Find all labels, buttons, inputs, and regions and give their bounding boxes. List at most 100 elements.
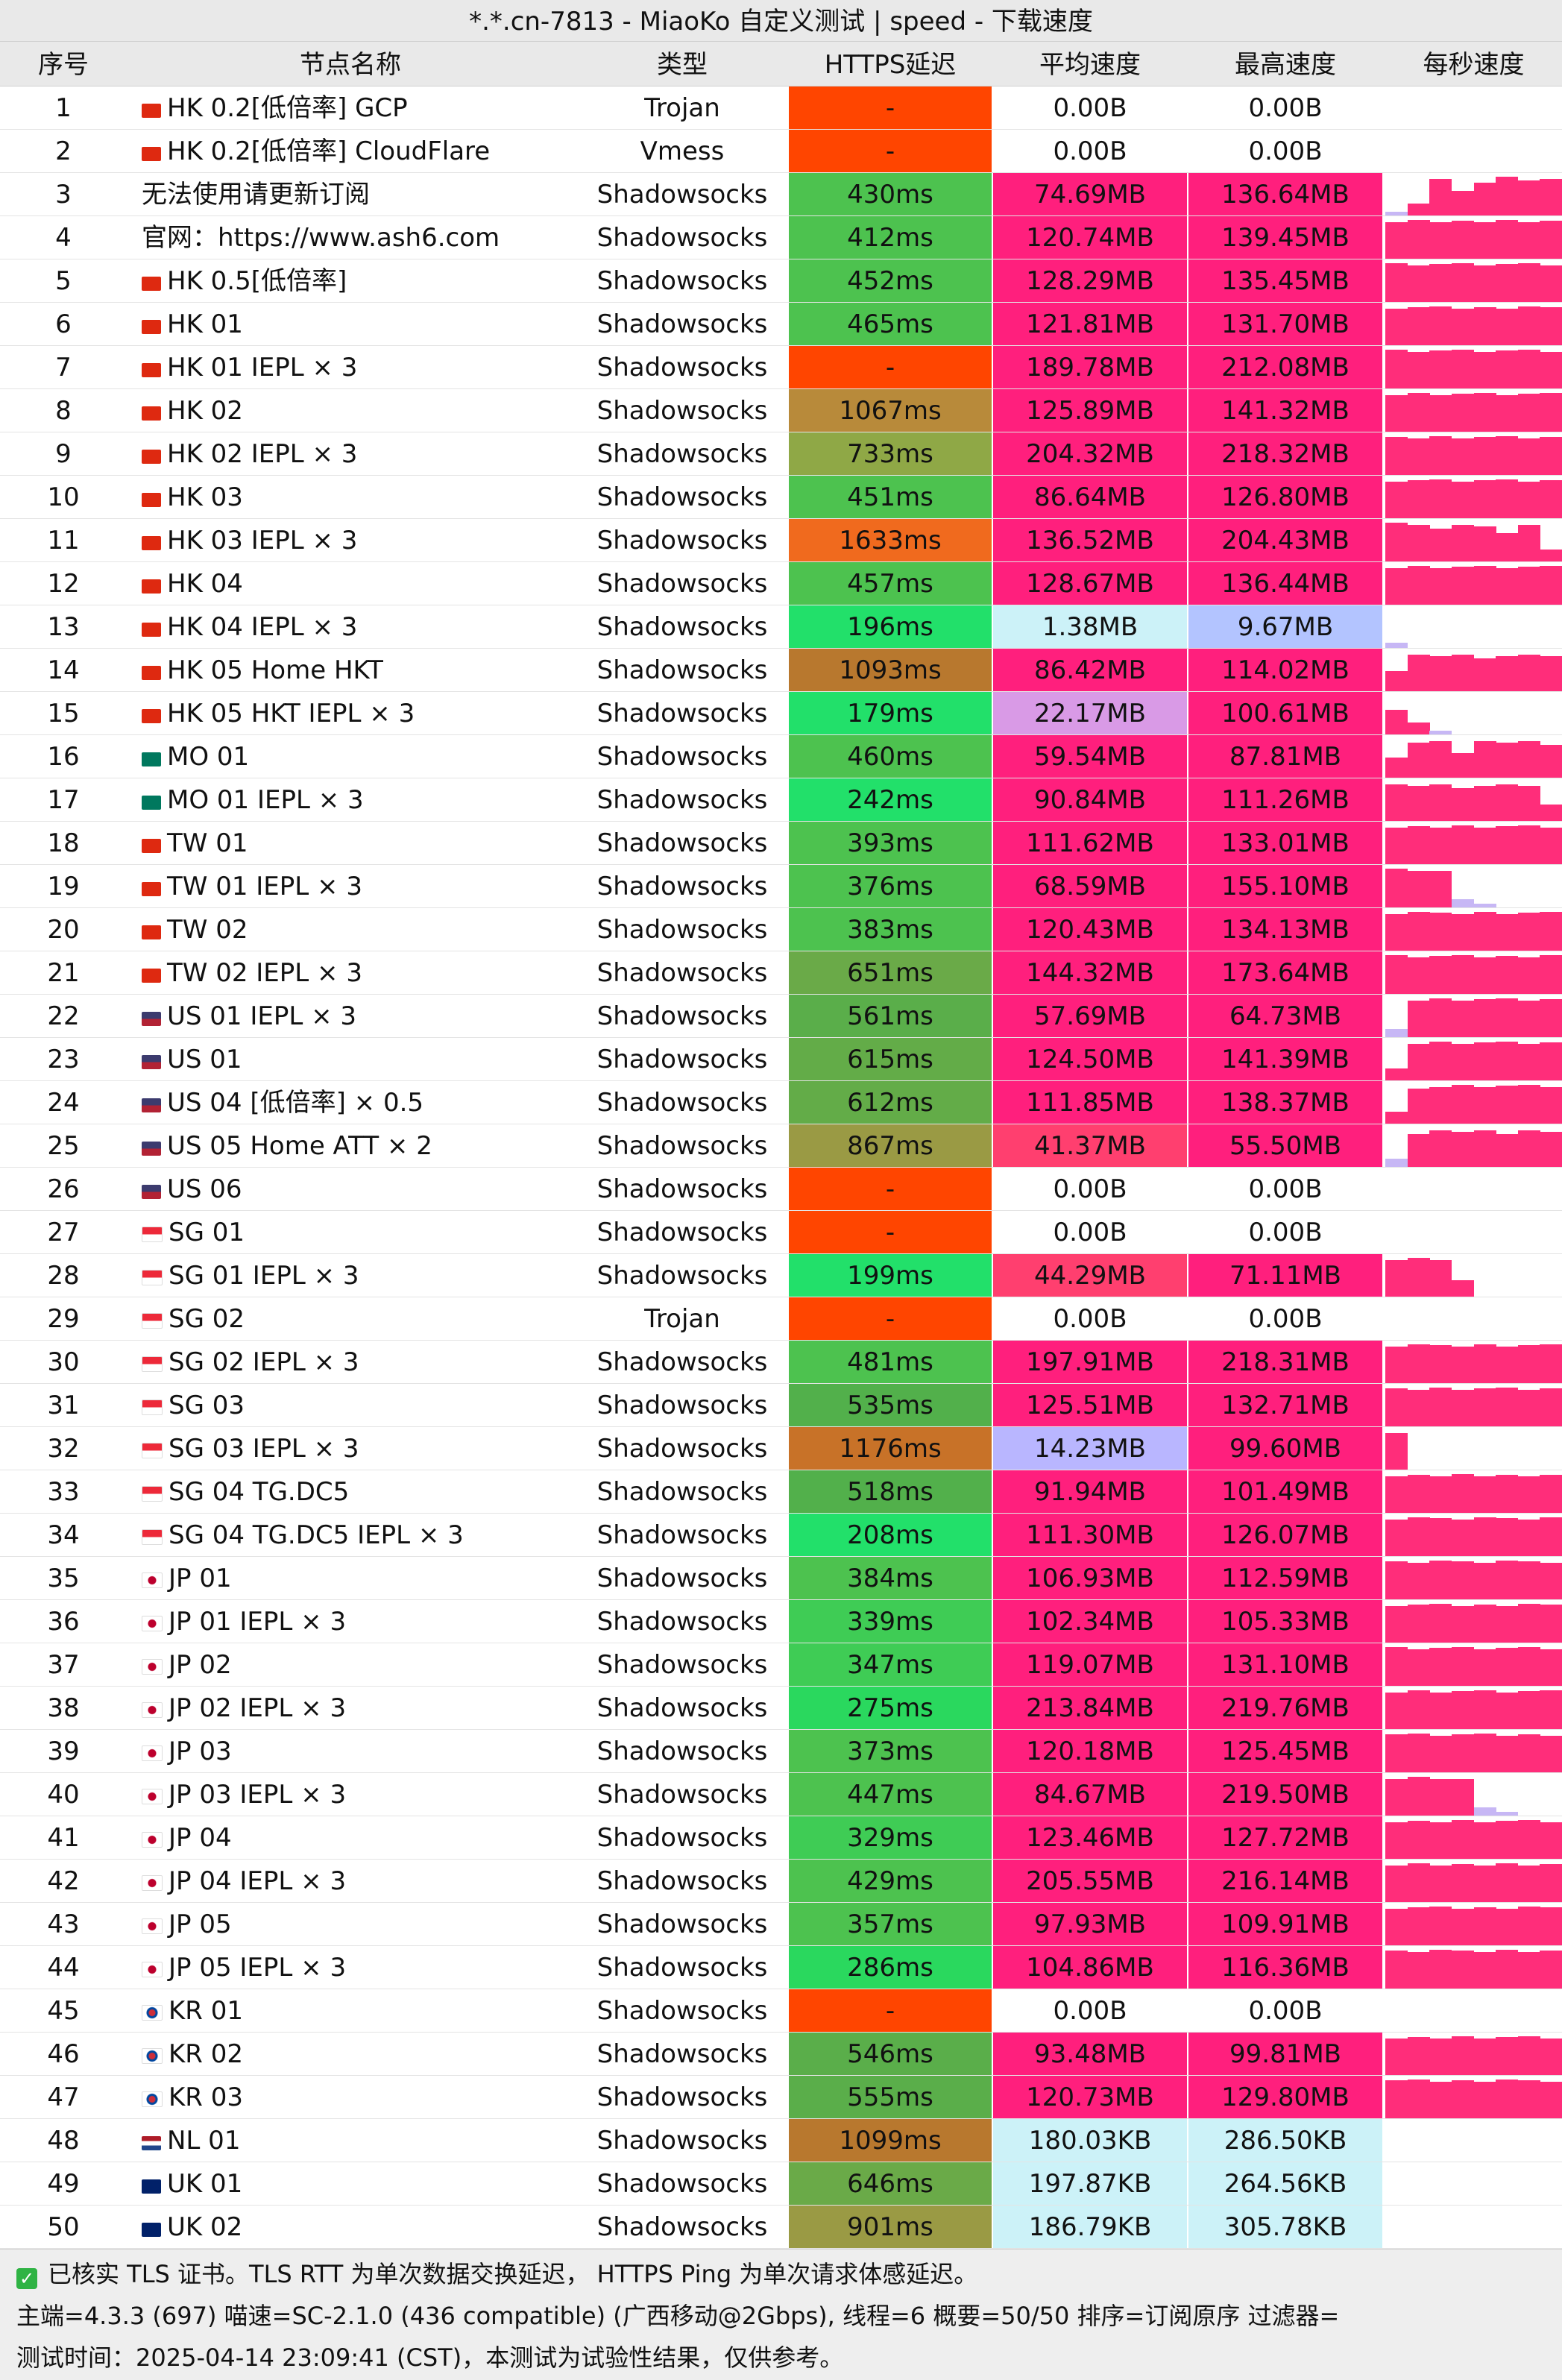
row-index: 14 (47, 655, 80, 685)
sparkline-bar (1496, 1475, 1519, 1513)
sparkline-bar (1407, 786, 1430, 821)
row-speed-sparkline (1385, 2033, 1562, 2075)
sparkline-bar (1496, 176, 1519, 215)
row-node-name: JP 01 IEPL × 3 (127, 1600, 574, 1643)
row-node-name: HK 04 (127, 562, 574, 605)
sparkline-bar (1496, 656, 1519, 691)
sparkline-bar (1407, 722, 1430, 734)
row-max-speed: 141.32MB (1188, 389, 1382, 432)
sparkline-bar (1473, 565, 1496, 605)
sparkline-bar (1517, 957, 1540, 994)
sparkline-bar (1385, 1259, 1408, 1297)
flag-jp-icon (142, 1572, 163, 1588)
sparkline-bar (1385, 349, 1408, 388)
row-avg-speed: 189.78MB (993, 346, 1187, 388)
row-avg-speed: 68.59MB (993, 865, 1187, 907)
row-max-speed: 219.76MB (1188, 1687, 1382, 1729)
row-node-name: HK 03 IEPL × 3 (127, 519, 574, 561)
row-https-latency: 347ms (789, 1643, 992, 1686)
table-row: 50 UK 02 Shadowsocks 901ms 186.79KB 305.78KB (0, 2206, 1562, 2249)
sparkline-bar (1496, 1560, 1519, 1599)
sparkline-bar (1496, 532, 1519, 561)
sparkline-bar (1473, 999, 1496, 1037)
sparkline-bar (1451, 2080, 1474, 2118)
sparkline-bar (1496, 263, 1519, 302)
sparkline-bar (1540, 1042, 1562, 1080)
flag-sg-icon (142, 1313, 163, 1329)
table-row: 13 HK 04 IEPL × 3 Shadowsocks 196ms 1.38MB 9.… (0, 605, 1562, 649)
row-avg-speed: 86.42MB (993, 649, 1187, 691)
row-speed-sparkline (1385, 1643, 1562, 1686)
row-type: Shadowsocks (596, 2039, 768, 2069)
sparkline-bar (1407, 743, 1430, 778)
footer-tls-text: 已核实 TLS 证书。TLS RTT 为单次数据交换延迟， HTTPS Ping… (48, 2260, 978, 2288)
flag-sg-icon (142, 1400, 163, 1415)
row-index: 3 (55, 180, 72, 210)
sparkline-bar (1385, 1476, 1408, 1513)
sparkline-bar (1473, 480, 1496, 518)
table-row: 31 SG 03 Shadowsocks 535ms 125.51MB 132.71MB (0, 1384, 1562, 1427)
sparkline-bar (1517, 1476, 1540, 1513)
sparkline-bar (1385, 567, 1408, 605)
flag-jp-icon (142, 1745, 163, 1761)
sparkline-bar (1496, 567, 1519, 605)
row-max-speed: 139.45MB (1188, 216, 1382, 259)
sparkline-bar (1496, 1821, 1519, 1859)
node-name-text: US 05 Home ATT × 2 (167, 1131, 432, 1161)
sparkline-bar (1496, 1648, 1519, 1686)
sparkline-bar (1517, 1603, 1540, 1643)
sparkline-bar (1496, 998, 1519, 1037)
sparkline-bar (1540, 911, 1562, 951)
row-node-name: HK 0.2[低倍率] GCP (127, 86, 574, 129)
sparkline-bar (1451, 788, 1474, 821)
table-row: 6 HK 01 Shadowsocks 465ms 121.81MB 131.70MB (0, 303, 1562, 346)
row-type: Shadowsocks (596, 1823, 768, 1853)
node-name-text: TW 02 IEPL × 3 (167, 958, 362, 988)
sparkline-bar (1407, 1649, 1430, 1686)
row-type: Shadowsocks (596, 1910, 768, 1939)
row-index: 21 (47, 958, 80, 988)
row-type: Vmess (640, 136, 725, 166)
row-avg-speed: 213.84MB (993, 1687, 1187, 1729)
table-row: 12 HK 04 Shadowsocks 457ms 128.67MB 136.44MB (0, 562, 1562, 605)
sparkline-bar (1496, 308, 1519, 345)
row-https-latency: 465ms (789, 303, 992, 345)
flag-mo-icon (142, 752, 161, 766)
row-avg-speed: 120.18MB (993, 1730, 1187, 1772)
sparkline-bar (1496, 1949, 1519, 1989)
sparkline-bar (1429, 1949, 1452, 1989)
row-speed-sparkline (1385, 1168, 1562, 1210)
sparkline-bar (1496, 1387, 1519, 1426)
sparkline-bar (1473, 306, 1496, 345)
row-type: Shadowsocks (596, 742, 768, 772)
row-node-name: US 01 IEPL × 3 (127, 995, 574, 1037)
node-name-text: SG 01 IEPL × 3 (169, 1261, 359, 1291)
flag-sg-icon (142, 1486, 163, 1502)
row-type: Shadowsocks (596, 1261, 768, 1291)
sparkline-bar (1451, 1084, 1474, 1124)
row-type: Shadowsocks (596, 396, 768, 426)
row-type: Shadowsocks (596, 612, 768, 642)
column-header-index: 序号 (38, 50, 89, 80)
row-speed-sparkline (1385, 1557, 1562, 1599)
flag-sg-icon (142, 1529, 163, 1545)
table-row: 14 HK 05 Home HKT Shadowsocks 1093ms 86.42MB… (0, 649, 1562, 692)
row-index: 34 (47, 1520, 80, 1550)
sparkline-bar (1473, 1517, 1496, 1556)
row-max-speed: 101.49MB (1188, 1470, 1382, 1513)
sparkline-bar (1473, 911, 1496, 951)
row-avg-speed: 74.69MB (993, 173, 1187, 215)
row-type: Shadowsocks (596, 872, 768, 901)
node-name-text: HK 03 (167, 482, 243, 512)
row-node-name: KR 01 (127, 1989, 574, 2032)
row-speed-sparkline (1385, 346, 1562, 388)
row-type: Shadowsocks (596, 1996, 768, 2026)
sparkline-bar (1473, 786, 1496, 821)
row-node-name: SG 02 (127, 1297, 574, 1340)
sparkline-bar (1385, 1561, 1408, 1599)
row-https-latency: 199ms (789, 1254, 992, 1297)
row-speed-sparkline (1385, 1730, 1562, 1772)
sparkline-bar (1451, 1000, 1474, 1037)
flag-hk-icon (142, 363, 161, 377)
row-index: 4 (55, 223, 72, 253)
